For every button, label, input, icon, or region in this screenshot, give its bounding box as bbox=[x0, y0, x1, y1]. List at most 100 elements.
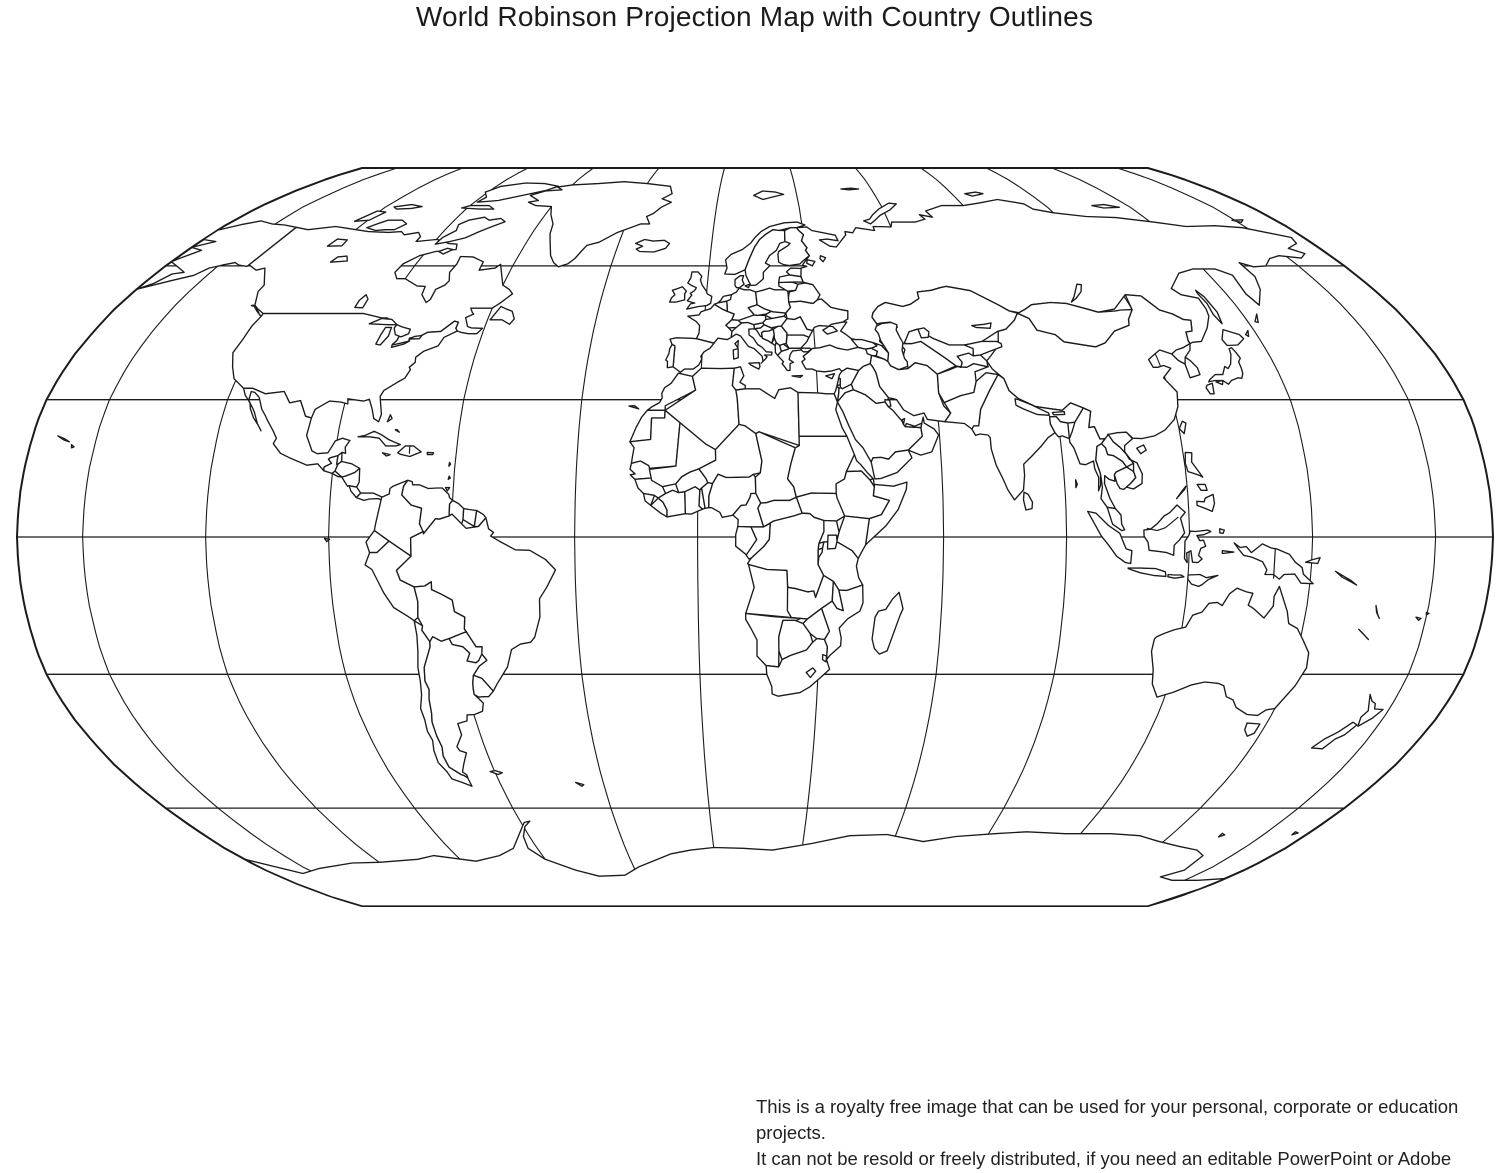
sri-lanka bbox=[1022, 491, 1034, 511]
hainan bbox=[1136, 444, 1147, 455]
borneo-border bbox=[1146, 516, 1179, 532]
south-georgia bbox=[574, 781, 585, 787]
papua-border bbox=[1273, 548, 1276, 579]
australia bbox=[1150, 585, 1310, 717]
severnaya-zemlya bbox=[964, 191, 984, 197]
greenland bbox=[527, 181, 673, 268]
melville-island bbox=[393, 203, 423, 210]
victoria-island bbox=[366, 219, 408, 232]
panama bbox=[355, 492, 384, 502]
kuril-islands-2 bbox=[1254, 313, 1259, 324]
ivory-coast bbox=[657, 489, 687, 518]
estonia bbox=[785, 267, 802, 278]
spain bbox=[669, 337, 715, 373]
new-zealand-south bbox=[1310, 721, 1358, 750]
japan-kyushu bbox=[1205, 382, 1215, 395]
lake-winnipeg bbox=[354, 294, 369, 309]
lesser-antilles-2 bbox=[447, 475, 451, 480]
sicily bbox=[748, 362, 761, 370]
balleny-islands bbox=[1217, 832, 1226, 838]
lake-baikal bbox=[1070, 283, 1082, 303]
corsica bbox=[734, 339, 739, 349]
nepal bbox=[1014, 398, 1050, 416]
new-zealand-north bbox=[1357, 693, 1384, 727]
hawaii bbox=[70, 443, 75, 449]
north-korea bbox=[1171, 342, 1191, 365]
hawaii-chain bbox=[57, 435, 71, 443]
aral-sea bbox=[917, 327, 930, 339]
lebanon bbox=[836, 377, 841, 387]
novaya-zemlya bbox=[863, 202, 897, 225]
lesser-antilles bbox=[448, 461, 452, 467]
japan-hokkaido bbox=[1221, 328, 1245, 347]
fiji-2 bbox=[1425, 611, 1430, 616]
lake-balkhash bbox=[971, 322, 992, 329]
denmark-zealand bbox=[744, 283, 751, 289]
new-britain bbox=[1304, 556, 1321, 565]
uae bbox=[904, 422, 923, 429]
sakhalin bbox=[1194, 289, 1223, 325]
belgium bbox=[713, 300, 728, 312]
crete bbox=[791, 374, 804, 378]
portugal bbox=[665, 343, 676, 369]
wrangel-island bbox=[1231, 219, 1244, 224]
lake-huron bbox=[393, 324, 411, 338]
turkey-thrace bbox=[800, 347, 812, 353]
footer-line-2: It can not be resold or freely distribut… bbox=[756, 1148, 1452, 1169]
devon-island bbox=[460, 204, 495, 210]
lake-michigan bbox=[375, 326, 393, 346]
taiwan bbox=[1178, 420, 1187, 435]
svalbard bbox=[753, 190, 785, 201]
malaysia-peninsula bbox=[1106, 506, 1126, 532]
tasmania bbox=[1244, 722, 1261, 737]
banks-island bbox=[353, 210, 387, 222]
great-bear-lake bbox=[326, 238, 348, 247]
denmark bbox=[734, 275, 745, 289]
argentina bbox=[423, 636, 488, 779]
bangladesh bbox=[1048, 416, 1071, 440]
new-siberian-islands bbox=[1091, 203, 1120, 209]
sulawesi bbox=[1183, 529, 1212, 564]
antarctica bbox=[244, 820, 1226, 907]
vancouver-island bbox=[250, 304, 262, 317]
scott-island bbox=[1291, 831, 1299, 836]
baffin-island bbox=[434, 216, 506, 245]
lake-victoria bbox=[826, 534, 838, 550]
japan-honshu bbox=[1208, 347, 1244, 385]
bulgaria bbox=[785, 334, 810, 349]
eswatini bbox=[821, 653, 828, 663]
ukraine bbox=[785, 298, 849, 335]
nicaragua bbox=[341, 467, 361, 488]
ellesmere-island bbox=[476, 182, 560, 203]
page-title: World Robinson Projection Map with Count… bbox=[415, 1, 1094, 32]
cuba bbox=[357, 430, 402, 447]
philippines-visayas bbox=[1196, 483, 1208, 491]
sardinia bbox=[732, 347, 739, 360]
vanuatu bbox=[1375, 604, 1380, 620]
borneo bbox=[1143, 504, 1186, 556]
graticule-meridian bbox=[697, 167, 726, 907]
uruguay bbox=[472, 674, 494, 698]
somalia bbox=[864, 481, 908, 546]
cyprus bbox=[825, 373, 836, 380]
alaska bbox=[135, 220, 297, 291]
ireland bbox=[668, 286, 688, 303]
sumatra bbox=[1087, 510, 1133, 565]
bhutan bbox=[1051, 410, 1066, 416]
galapagos bbox=[323, 537, 331, 543]
puerto-rico bbox=[426, 451, 435, 456]
sweden bbox=[744, 229, 786, 287]
solomon-islands bbox=[1334, 570, 1358, 586]
south-korea bbox=[1184, 356, 1201, 379]
franz-josef-land bbox=[840, 187, 860, 191]
newfoundland bbox=[489, 305, 515, 325]
palawan bbox=[1175, 485, 1187, 500]
southampton-island bbox=[438, 247, 454, 255]
lake-erie bbox=[390, 340, 411, 348]
canary-islands bbox=[628, 405, 640, 410]
qatar bbox=[901, 417, 906, 426]
caspian-sea bbox=[874, 321, 909, 371]
seram bbox=[1221, 550, 1235, 555]
